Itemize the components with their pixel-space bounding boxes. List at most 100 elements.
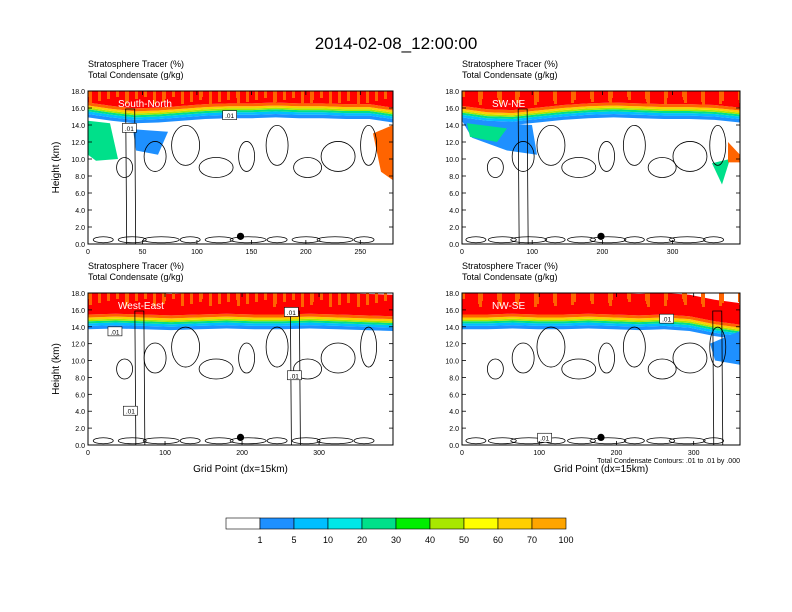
plot-frame [87,90,394,245]
tracer-speckle [608,293,611,303]
tracer-speckle [553,293,556,303]
x-tick-label: 100 [191,249,203,256]
condensate-contour [291,437,321,445]
condensate-contour [92,437,114,445]
condensate-contour [265,124,289,166]
condensate-contour [646,437,676,445]
tracer-speckle [255,293,258,302]
tracer-speckle [627,293,630,299]
condensate-contour [589,236,627,244]
condensate-contour [116,157,133,178]
colorbar-box [293,517,329,530]
tracer-speckle [738,91,740,100]
tracer-speckle [181,293,184,306]
y-tick-label: 10.0 [445,157,459,164]
tracer-speckle [98,293,101,303]
condensate-contour [486,358,504,380]
colorbar-label: 100 [558,535,573,545]
contour-label-box [659,313,674,324]
tracer-band-40 [88,107,393,116]
contour-label: .01 [662,317,671,324]
tracer-speckle [357,293,360,307]
tracer-speckle [311,293,314,302]
y-tick-label: 14.0 [445,123,459,130]
y-tick-label: 10.0 [71,359,85,366]
location-marker [236,232,245,240]
tracer-speckle [153,293,156,306]
tracer-speckle [366,91,369,103]
tracer-speckle [237,293,240,306]
tracer-speckle [107,293,110,301]
y-tick-label: 2.0 [75,225,85,232]
condensate-contour [598,342,615,374]
contour-label-box [537,432,552,443]
field-title-condensate: Total Condensate (g/kg) [462,272,558,282]
condensate-contour [238,342,256,374]
tracer-speckle [329,293,332,307]
x-tick-label: 300 [667,249,679,256]
tracer-speckle [366,293,369,305]
x-tick-label: 250 [354,249,366,256]
condensate-contour [567,236,596,244]
condensate-contours [92,108,378,244]
y-tick-label: 2.0 [449,426,459,433]
tracer-speckle [590,293,593,301]
condensate-contour [703,236,724,244]
x-tick-label: 200 [597,249,609,256]
condensate-contour [238,141,256,172]
x-tick-label: 150 [246,249,258,256]
condensate-contour [293,157,323,178]
tracer-speckle [144,91,147,97]
condensate-contour [646,236,676,244]
tracer-speckle [478,293,481,304]
condensate-contour [567,437,596,445]
condensate-contour [589,437,627,445]
tracer-speckle [292,293,295,300]
y-tick-label: 4.0 [75,208,85,215]
x-tick-label: 300 [313,450,325,457]
contour-label-box [287,370,302,381]
tracer-speckle [274,293,277,304]
cross-section-label: West-East [118,301,164,312]
x-tick-label: 100 [526,249,538,256]
tracer-speckle [664,91,667,104]
tracer-speckle [200,293,203,299]
tracer-speckle [664,293,667,306]
condensate-contour [117,437,147,445]
tracer-speckle [172,293,175,299]
condensate-contour [266,236,288,244]
colorbar-box [225,517,261,530]
condensate-contour [622,124,646,166]
x-tick-label: 0 [460,249,464,256]
tracer-speckle [329,91,332,105]
condensate-contour [672,141,708,172]
y-tick-label: 16.0 [445,308,459,315]
y-axis-label: Height (km) [51,343,62,395]
tracer-speckle [190,293,193,304]
tracer-speckle [274,91,277,102]
condensate-contour [293,358,323,380]
plot-frame [461,292,741,446]
colorbar-label: 20 [357,535,367,545]
panel-3: Stratosphere Tracer (%)Total Condensate … [51,261,394,475]
condensate-contour [709,326,727,368]
contour-label: .01 [287,310,296,317]
tracer-speckle [627,91,630,97]
x-tick-label: 200 [236,450,248,457]
tracer-speckle [478,91,481,102]
contour-label-box [122,123,137,133]
condensate-contour [709,124,727,166]
tracer-speckle [172,91,175,97]
y-tick-label: 14.0 [445,325,459,332]
tracer-speckle [553,91,556,101]
contour-label-box [123,405,138,416]
condensate-contour [510,236,548,244]
tracer-speckle [515,91,518,100]
tracer-band-60 [462,105,740,116]
colorbar-box [259,517,295,530]
condensate-contour [117,236,147,244]
tracer-speckle [292,91,295,98]
tracer-band-70 [462,102,740,114]
y-tick-label: 0.0 [449,242,459,249]
tracer-band-5 [88,111,393,120]
